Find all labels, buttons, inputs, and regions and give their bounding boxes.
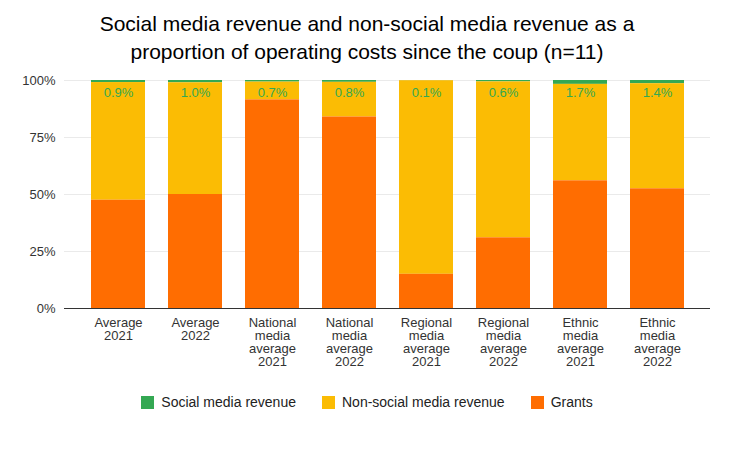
svg-text:1.7%: 1.7%: [566, 85, 596, 100]
html-text:Social media revenue: Social media revenue: [161, 394, 296, 410]
html-text:Grants: Grants: [550, 394, 593, 410]
svg-text:100%: 100%: [22, 73, 56, 88]
svg-text:Regionalmediaaverage2021: Regionalmediaaverage2021: [401, 315, 452, 369]
svg-text:Ethnicmediaaverage2021: Ethnicmediaaverage2021: [557, 315, 604, 369]
svg-text:Ethnicmediaaverage2022: Ethnicmediaaverage2022: [634, 315, 681, 369]
svg-text:75%: 75%: [29, 130, 55, 145]
svg-text:0.7%: 0.7%: [258, 85, 288, 100]
svg-text:Regionalmediaaverage2022: Regionalmediaaverage2022: [478, 315, 529, 369]
html-text:Social media revenue and non-s: Social media revenue and non-social medi…: [99, 12, 635, 63]
svg-text:0.1%: 0.1%: [412, 85, 442, 100]
svg-text:1.0%: 1.0%: [181, 85, 211, 100]
svg-text:25%: 25%: [29, 244, 55, 259]
svg-text:50%: 50%: [29, 187, 55, 202]
svg-text:0.9%: 0.9%: [104, 85, 134, 100]
svg-text:0%: 0%: [37, 301, 56, 316]
html-text:Non-social media revenue: Non-social media revenue: [342, 394, 505, 410]
svg-text:Nationalmediaaverage2021: Nationalmediaaverage2021: [249, 315, 297, 369]
svg-text:0.8%: 0.8%: [335, 85, 365, 100]
svg-text:Nationalmediaaverage2022: Nationalmediaaverage2022: [326, 315, 374, 369]
svg-text:0.6%: 0.6%: [489, 85, 519, 100]
svg-text:Average2021: Average2021: [94, 315, 142, 343]
svg-text:1.4%: 1.4%: [643, 85, 673, 100]
svg-text:Average2022: Average2022: [171, 315, 219, 343]
